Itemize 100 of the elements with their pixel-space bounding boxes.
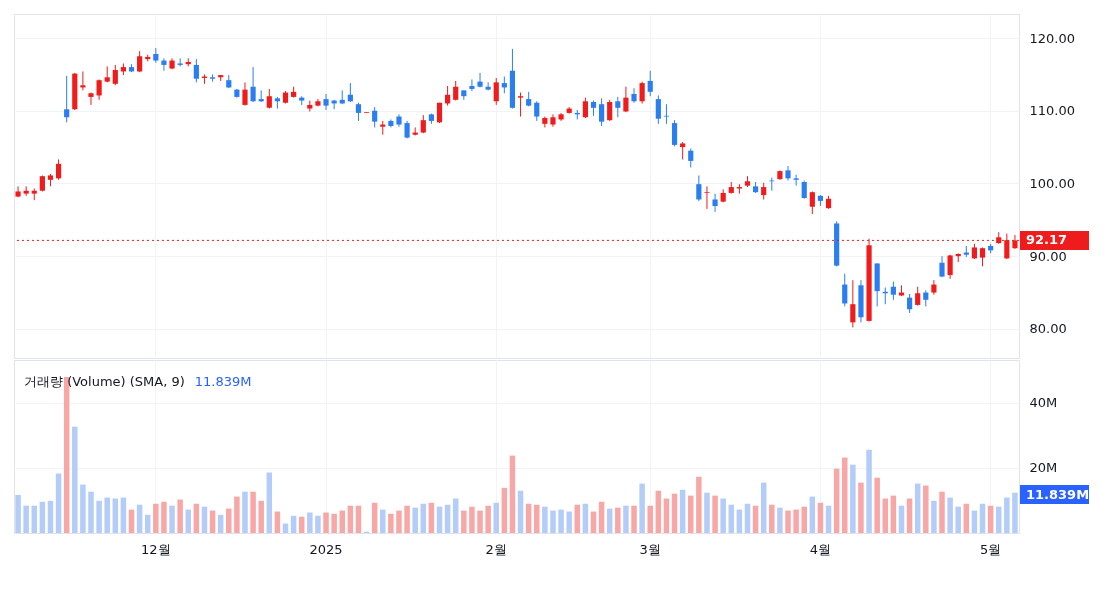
bar bbox=[96, 500, 102, 533]
bar bbox=[712, 495, 718, 533]
bar bbox=[120, 497, 127, 533]
bar bbox=[250, 491, 256, 533]
bar bbox=[760, 482, 767, 533]
candlestick bbox=[915, 286, 921, 307]
bar bbox=[688, 495, 694, 533]
ref-line-label: 92.17 bbox=[1026, 232, 1068, 248]
bar bbox=[858, 482, 864, 533]
bar bbox=[704, 492, 710, 533]
bar bbox=[542, 506, 548, 533]
y-tick-label: 110.00 bbox=[1029, 103, 1075, 119]
bar bbox=[866, 449, 872, 533]
candlestick bbox=[137, 50, 143, 73]
bar bbox=[55, 473, 62, 533]
bar bbox=[517, 490, 524, 533]
candlestick bbox=[477, 72, 483, 88]
bar bbox=[266, 472, 273, 533]
bar bbox=[104, 497, 110, 533]
candlestick bbox=[112, 64, 118, 86]
bar bbox=[696, 476, 702, 533]
candlestick bbox=[655, 94, 661, 125]
bar bbox=[1004, 497, 1010, 533]
candlestick bbox=[582, 97, 588, 119]
bar bbox=[396, 510, 402, 533]
bar bbox=[485, 505, 491, 533]
bar bbox=[1012, 492, 1018, 533]
x-tick-label: 2월 bbox=[485, 541, 507, 557]
bar bbox=[428, 502, 435, 533]
bar bbox=[777, 507, 783, 533]
candlestick bbox=[64, 75, 70, 123]
y-tick-label: 90.00 bbox=[1029, 248, 1067, 264]
candlestick bbox=[250, 66, 256, 103]
candlestick bbox=[517, 92, 524, 118]
y-tick-label: 120.00 bbox=[1029, 30, 1075, 46]
text: 거래량 (Volume) (SMA, 9) bbox=[24, 374, 185, 389]
bar bbox=[655, 490, 662, 533]
bar bbox=[995, 506, 1002, 533]
bar bbox=[315, 515, 321, 533]
candlestick bbox=[242, 81, 248, 107]
bar bbox=[323, 512, 329, 533]
bar bbox=[606, 508, 613, 533]
bar bbox=[388, 513, 394, 533]
bar bbox=[339, 510, 345, 533]
candlestick bbox=[931, 279, 937, 296]
bar bbox=[963, 503, 970, 533]
bar bbox=[615, 507, 621, 533]
candlestick bbox=[623, 86, 629, 113]
bar bbox=[647, 505, 653, 533]
bar bbox=[728, 504, 735, 533]
bar bbox=[598, 501, 605, 533]
candlestick bbox=[323, 93, 329, 111]
bar bbox=[177, 499, 183, 533]
bar bbox=[420, 503, 427, 533]
text: 11.839M bbox=[1026, 486, 1090, 502]
bar bbox=[947, 497, 953, 533]
bar bbox=[817, 502, 824, 533]
x-tick-label: 4월 bbox=[809, 541, 832, 557]
candlestick bbox=[88, 92, 94, 106]
candlestick bbox=[639, 81, 645, 104]
bar bbox=[169, 505, 175, 533]
candlestick bbox=[712, 193, 718, 213]
bar bbox=[380, 509, 386, 533]
bar bbox=[534, 504, 540, 533]
bar bbox=[201, 506, 208, 533]
candlestick bbox=[485, 81, 491, 91]
candlestick bbox=[193, 58, 199, 83]
candlestick bbox=[607, 99, 613, 122]
candlestick bbox=[890, 281, 896, 301]
candlestick bbox=[663, 103, 670, 125]
candlestick bbox=[96, 78, 102, 101]
bar bbox=[509, 455, 516, 533]
candlestick bbox=[850, 279, 856, 328]
y-tick-label: 20M bbox=[1029, 460, 1058, 476]
bar bbox=[574, 504, 581, 533]
candlestick bbox=[979, 246, 986, 267]
bar bbox=[153, 503, 159, 533]
candlestick bbox=[809, 190, 815, 215]
bar bbox=[923, 485, 929, 533]
bar bbox=[566, 511, 572, 533]
bar bbox=[412, 507, 418, 533]
candlestick bbox=[599, 97, 605, 127]
bar bbox=[558, 509, 564, 533]
x-tick-label: 2025 bbox=[309, 541, 343, 557]
candlestick bbox=[906, 293, 913, 314]
bar bbox=[582, 503, 589, 533]
bar bbox=[841, 457, 848, 533]
candlestick bbox=[453, 80, 459, 102]
bar bbox=[955, 506, 961, 533]
candlestick bbox=[696, 174, 702, 202]
bar bbox=[234, 496, 240, 533]
bar bbox=[144, 514, 151, 533]
candlestick bbox=[177, 57, 183, 67]
candlestick bbox=[469, 78, 475, 92]
bar bbox=[436, 506, 443, 533]
bar bbox=[793, 509, 799, 533]
candlestick bbox=[842, 273, 848, 307]
candlestick bbox=[493, 77, 499, 106]
bar bbox=[785, 510, 791, 533]
bar bbox=[72, 426, 78, 533]
